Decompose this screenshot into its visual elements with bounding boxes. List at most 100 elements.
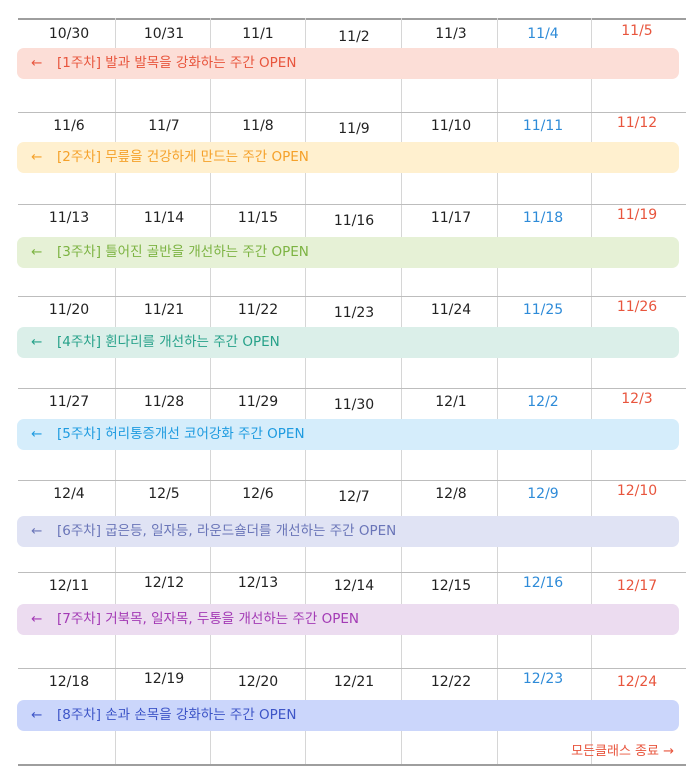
week-row: 12/11 12/12 12/13 12/14 12/15 12/16 12/17 ← [7주차… [0,572,696,664]
sunday-date: 11/26 [616,299,658,315]
calendar-column-divider [591,18,592,766]
calendar-column-divider [115,18,116,766]
sunday-date: 11/12 [616,115,658,131]
week-row: 11/13 11/14 11/15 11/16 11/17 11/18 11/19 ← [3주차… [0,204,696,296]
week-open-banner[interactable]: ← [7주차] 거북목, 일자목, 두통을 개선하는 주간 OPEN [17,604,679,635]
sunday-date: 12/24 [616,674,658,690]
week-row-divider [18,480,686,481]
weekday-date: 11/29 [237,394,279,410]
week-row: 10/30 10/31 11/1 11/2 11/3 11/4 11/5 ← [1주차] 발과 … [0,20,696,112]
week-row-divider [18,572,686,573]
weekday-date: 12/5 [148,486,180,502]
week-open-banner[interactable]: ← [6주차] 굽은등, 일자등, 라운드숄더를 개선하는 주간 OPEN [17,516,679,547]
week-open-banner[interactable]: ← [4주차] 휜다리를 개선하는 주간 OPEN [17,327,679,358]
weekday-date: 12/15 [430,578,472,594]
week-open-banner[interactable]: ← [1주차] 발과 발목을 강화하는 주간 OPEN [17,48,679,79]
weekday-date: 11/2 [338,29,370,45]
weekday-date: 11/23 [333,305,375,321]
all-classes-end-label: 모든클래스 종료 → [571,744,674,759]
weekday-date: 12/22 [430,674,472,690]
weekday-date: 11/3 [435,26,467,42]
week-row-divider [18,668,686,669]
week-open-banner-label: [6주차] 굽은등, 일자등, 라운드숄더를 개선하는 주간 OPEN [57,523,397,539]
weekday-date: 12/18 [48,674,90,690]
week-row-divider [18,388,686,389]
weekday-date: 11/9 [338,121,370,137]
calendar-column-divider [401,18,402,766]
arrow-left-icon: ← [31,244,43,260]
weekday-date: 11/27 [48,394,90,410]
weekday-date: 12/12 [143,575,185,591]
weekday-date: 12/21 [333,674,375,690]
sunday-date: 12/3 [621,391,653,407]
weekday-date: 10/30 [48,26,90,42]
weekday-date: 11/14 [143,210,185,226]
arrow-left-icon: ← [31,55,43,71]
weekday-date: 11/15 [237,210,279,226]
weekday-date: 12/14 [333,578,375,594]
calendar-top-border [18,18,686,20]
weekday-date: 11/17 [430,210,472,226]
week-open-banner-label: [7주차] 거북목, 일자목, 두통을 개선하는 주간 OPEN [57,611,359,627]
week-row: 12/18 12/19 12/20 12/21 12/22 12/23 12/24 ← [8주차… [0,668,696,760]
week-open-banner[interactable]: ← [2주차] 무릎을 건강하게 만드는 주간 OPEN [17,142,679,173]
week-open-banner-label: [1주차] 발과 발목을 강화하는 주간 OPEN [57,55,297,71]
weekday-date: 11/10 [430,118,472,134]
sunday-date: 11/5 [621,23,653,39]
week-row-divider [18,204,686,205]
calendar-column-divider [497,18,498,766]
weekday-date: 11/20 [48,302,90,318]
saturday-date: 12/9 [527,486,559,502]
arrow-left-icon: ← [31,707,43,723]
weekday-date: 11/1 [242,26,274,42]
weekday-date: 12/11 [48,578,90,594]
arrow-left-icon: ← [31,611,43,627]
weekday-date: 12/13 [237,575,279,591]
sunday-date: 12/10 [616,483,658,499]
week-open-banner[interactable]: ← [3주차] 틀어진 골반을 개선하는 주간 OPEN [17,237,679,268]
weekday-date: 12/20 [237,674,279,690]
weekday-date: 11/21 [143,302,185,318]
week-row: 11/6 11/7 11/8 11/9 11/10 11/11 11/12 ← [2주차] 무릎… [0,112,696,204]
saturday-date: 11/18 [522,210,564,226]
arrow-left-icon: ← [31,426,43,442]
arrow-left-icon: ← [31,149,43,165]
arrow-left-icon: ← [31,334,43,350]
week-open-banner-label: [4주차] 휜다리를 개선하는 주간 OPEN [57,334,280,350]
saturday-date: 12/23 [522,671,564,687]
week-open-banner[interactable]: ← [5주차] 허리통증개선 코어강화 주간 OPEN [17,419,679,450]
weekday-date: 11/8 [242,118,274,134]
saturday-date: 12/16 [522,575,564,591]
weekday-date: 11/7 [148,118,180,134]
weekday-date: 11/30 [333,397,375,413]
weekday-date: 12/6 [242,486,274,502]
week-open-banner-label: [3주차] 틀어진 골반을 개선하는 주간 OPEN [57,244,309,260]
weekday-date: 12/19 [143,671,185,687]
week-row-divider [18,112,686,113]
week-open-banner-label: [2주차] 무릎을 건강하게 만드는 주간 OPEN [57,149,309,165]
weekday-date: 11/24 [430,302,472,318]
weekday-date: 10/31 [143,26,185,42]
calendar-bottom-border [18,764,686,766]
sunday-date: 12/17 [616,578,658,594]
week-row-divider [18,296,686,297]
arrow-left-icon: ← [31,523,43,539]
week-row: 12/4 12/5 12/6 12/7 12/8 12/9 12/10 ← [6주차] 굽은등,… [0,480,696,572]
weekday-date: 11/22 [237,302,279,318]
calendar-column-divider [305,18,306,766]
saturday-date: 11/11 [522,118,564,134]
week-row: 11/27 11/28 11/29 11/30 12/1 12/2 12/3 ← [5주차] 허… [0,388,696,480]
saturday-date: 11/25 [522,302,564,318]
sunday-date: 11/19 [616,207,658,223]
calendar-column-divider [210,18,211,766]
saturday-date: 12/2 [527,394,559,410]
weekday-date: 12/8 [435,486,467,502]
saturday-date: 11/4 [527,26,559,42]
weekday-date: 11/13 [48,210,90,226]
week-open-banner-label: [5주차] 허리통증개선 코어강화 주간 OPEN [57,426,305,442]
week-row: 11/20 11/21 11/22 11/23 11/24 11/25 11/26 ← [4주차… [0,296,696,388]
weekday-date: 12/4 [53,486,85,502]
weekday-date: 11/28 [143,394,185,410]
week-open-banner[interactable]: ← [8주차] 손과 손목을 강화하는 주간 OPEN [17,700,679,731]
